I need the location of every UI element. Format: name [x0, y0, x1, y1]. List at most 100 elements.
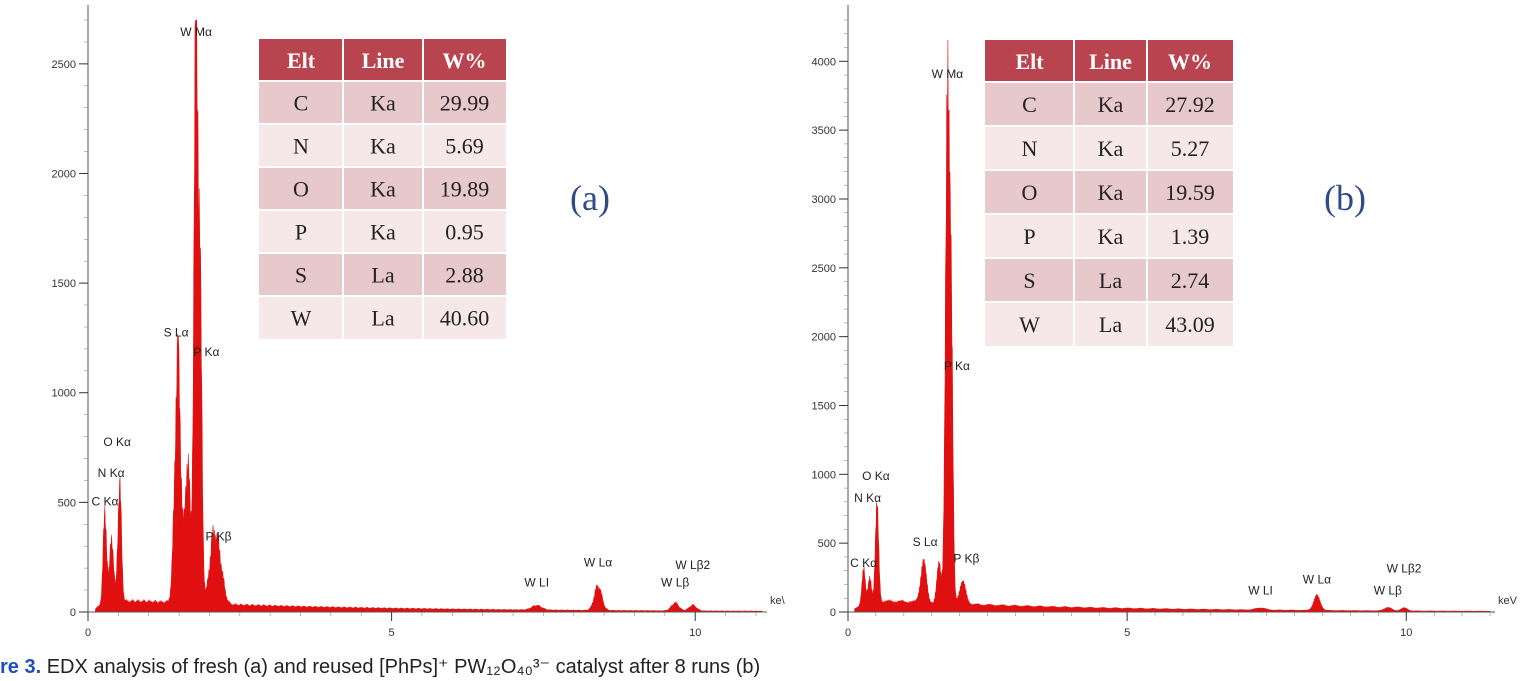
peak-label: W Lβ2 — [675, 558, 710, 572]
table-cell: Ka — [370, 177, 396, 202]
spectrum-area-b — [848, 39, 1491, 613]
panel-b-chart: 0 500 1000 1500 2000 2500 3000 3500 4000 0 5 10 keV W… — [812, 5, 1518, 639]
figure-caption: re 3. EDX analysis of fresh (a) and reus… — [0, 654, 1535, 681]
x-unit-label: keV — [1498, 595, 1518, 607]
table-row-bg — [985, 170, 1233, 214]
table-cell: Ka — [1098, 224, 1124, 249]
composition-table: Elt Line W% C Ka 27.92 N Ka 5.27 O Ka 19.59 P Ka 1.39 S… — [985, 40, 1233, 346]
table-cell: N — [1022, 136, 1038, 161]
figure-number: re 3. — [0, 656, 42, 678]
table-header-bg — [985, 40, 1233, 82]
x-tick-label: 5 — [389, 627, 395, 639]
peak-label: P Kβ — [206, 529, 232, 543]
y-tick-label: 1000 — [812, 469, 836, 481]
y-tick-label: 500 — [58, 497, 76, 509]
table-header-cell: Line — [362, 48, 405, 73]
table-cell: Ka — [370, 91, 396, 116]
x-tick-label: 10 — [689, 627, 701, 639]
y-tick-label: 500 — [818, 538, 836, 550]
table-cell: C — [1022, 92, 1037, 117]
table-cell: W — [291, 306, 312, 331]
table-cell: O — [1022, 180, 1038, 205]
peak-label: P Kβ — [953, 552, 979, 566]
table-header-bg — [259, 39, 506, 81]
table-cell: Ka — [370, 134, 396, 159]
peak-label: W Lα — [1303, 572, 1331, 586]
y-tick-label: 1000 — [52, 388, 76, 400]
table-cell: S — [1023, 268, 1035, 293]
table-cell: P — [1023, 224, 1035, 249]
table-cell: 5.69 — [445, 134, 484, 159]
table-row-bg — [985, 214, 1233, 258]
x-tick-label: 0 — [845, 627, 851, 639]
panel-a-chart: 0 500 1000 1500 2000 2500 0 5 10 ke\ W Mα S Lα P Kα O… — [52, 5, 786, 639]
table-cell: 40.60 — [440, 306, 490, 331]
peak-label: O Kα — [103, 435, 131, 449]
table-cell: 43.09 — [1165, 312, 1215, 337]
table-cell: W — [1019, 312, 1040, 337]
table-cell: La — [371, 263, 394, 288]
x-unit-label: ke\ — [770, 595, 786, 607]
peak-label: P Kα — [944, 359, 970, 373]
table-cell: Ka — [1098, 92, 1124, 117]
table-row-bg — [985, 302, 1233, 346]
y-tick-label: 3500 — [812, 125, 836, 137]
panel-label: (a) — [570, 178, 610, 218]
x-tick-label: 0 — [85, 627, 91, 639]
table-cell: La — [1099, 268, 1122, 293]
table-cell: Ka — [370, 220, 396, 245]
table-cell: 27.92 — [1165, 92, 1215, 117]
table-row-bg — [259, 210, 506, 253]
table-row-bg — [985, 126, 1233, 170]
table-cell: N — [293, 134, 309, 159]
peak-label: S Lα — [913, 535, 938, 549]
table-cell: 2.88 — [445, 263, 484, 288]
y-tick-label: 2500 — [812, 263, 836, 275]
peak-label: C Kα — [92, 494, 119, 508]
table-cell: P — [295, 220, 307, 245]
y-tick-label: 2500 — [52, 59, 76, 71]
y-tick-label: 1500 — [812, 400, 836, 412]
y-tick-label: 2000 — [52, 168, 76, 180]
y-tick-label: 4000 — [812, 56, 836, 68]
y-tick-label: 2000 — [812, 332, 836, 344]
peak-label: S Lα — [164, 326, 189, 340]
composition-table: Elt Line W% C Ka 29.99 N Ka 5.69 O Ka 19.89 P Ka 0.95 S… — [259, 39, 506, 339]
table-row-bg — [259, 81, 506, 124]
peak-label: C Kα — [850, 556, 877, 570]
spectrum-area-a — [88, 19, 763, 613]
table-cell: 0.95 — [445, 220, 484, 245]
y-tick-label: 1500 — [52, 278, 76, 290]
peak-label: W Lβ — [661, 575, 689, 589]
peak-label: W LI — [1248, 583, 1273, 597]
panel-label: (b) — [1324, 178, 1366, 218]
table-row-bg — [259, 253, 506, 296]
peak-label: W Lβ — [1374, 583, 1402, 597]
peak-label: W LI — [524, 575, 549, 589]
peak-label: W Mα — [932, 67, 964, 81]
y-tick-label: 0 — [70, 607, 76, 619]
peak-label: N Kα — [98, 466, 125, 480]
peak-label: O Kα — [862, 469, 890, 483]
table-cell: 1.39 — [1171, 224, 1210, 249]
table-row-bg — [259, 167, 506, 210]
peak-label: P Kα — [193, 345, 219, 359]
x-tick-label: 5 — [1124, 627, 1130, 639]
table-cell: 19.89 — [440, 177, 490, 202]
table-cell: 5.27 — [1171, 136, 1210, 161]
peak-label: W Lα — [584, 556, 612, 570]
table-header-cell: W% — [1168, 49, 1212, 74]
table-cell: Ka — [1098, 136, 1124, 161]
table-cell: O — [293, 177, 309, 202]
table-cell: Ka — [1098, 180, 1124, 205]
table-cell: C — [294, 91, 309, 116]
table-row-bg — [985, 258, 1233, 302]
table-cell: 29.99 — [440, 91, 490, 116]
table-cell: La — [371, 306, 394, 331]
peak-label: N Kα — [854, 491, 881, 505]
table-header-cell: Elt — [287, 48, 316, 73]
table-header-cell: Elt — [1015, 49, 1044, 74]
table-cell: La — [1099, 312, 1122, 337]
table-header-cell: W% — [443, 48, 487, 73]
